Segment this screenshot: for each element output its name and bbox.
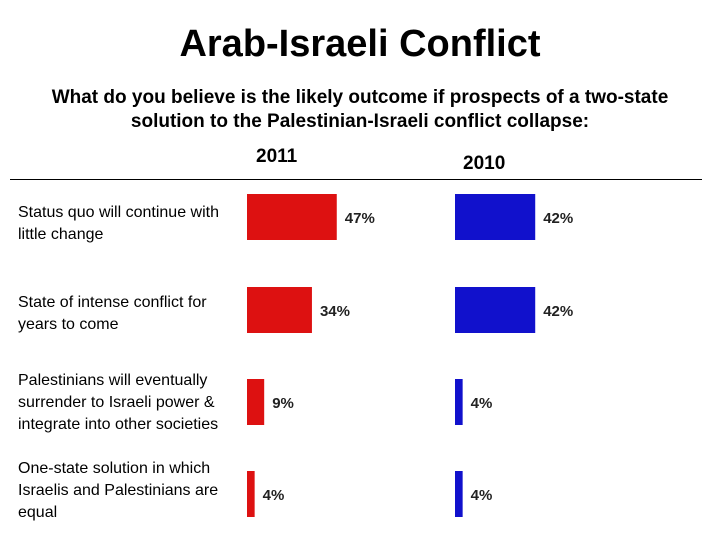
bar-2010-3 xyxy=(455,379,463,425)
header-divider xyxy=(10,179,702,180)
bar-2010-4 xyxy=(455,471,463,517)
data-label-2010-2: 42% xyxy=(543,303,573,320)
bar-2011-3 xyxy=(247,379,265,425)
series-header-2011: 2011 xyxy=(256,146,298,167)
data-label-2010-3: 4% xyxy=(471,395,493,412)
category-label-one-state: One-state solution in which Israelis and… xyxy=(18,460,219,521)
series-header-2010: 2010 xyxy=(463,153,506,174)
chart-title: Arab-Israeli Conflict xyxy=(179,23,541,65)
data-label-2010-4: 4% xyxy=(471,487,493,504)
data-label-2011-3: 9% xyxy=(272,395,294,412)
data-label-2010-1: 42% xyxy=(543,210,573,227)
data-label-2011-2: 34% xyxy=(320,303,350,320)
category-label-intense-conflict: State of intense conflict for years to c… xyxy=(18,294,207,333)
chart-subtitle: What do you believe is the likely outcom… xyxy=(51,87,669,132)
bar-2010-1 xyxy=(455,194,536,240)
data-label-2011-4: 4% xyxy=(263,487,285,504)
bar-2010-2 xyxy=(455,287,536,333)
data-label-2011-1: 47% xyxy=(345,210,375,227)
category-label-status-quo: Status quo will continue with little cha… xyxy=(18,204,219,243)
bar-2011-1 xyxy=(247,194,337,240)
category-label-surrender: Palestinians will eventually surrender t… xyxy=(18,372,219,433)
bar-2011-2 xyxy=(247,287,312,333)
bar-2011-4 xyxy=(247,471,255,517)
